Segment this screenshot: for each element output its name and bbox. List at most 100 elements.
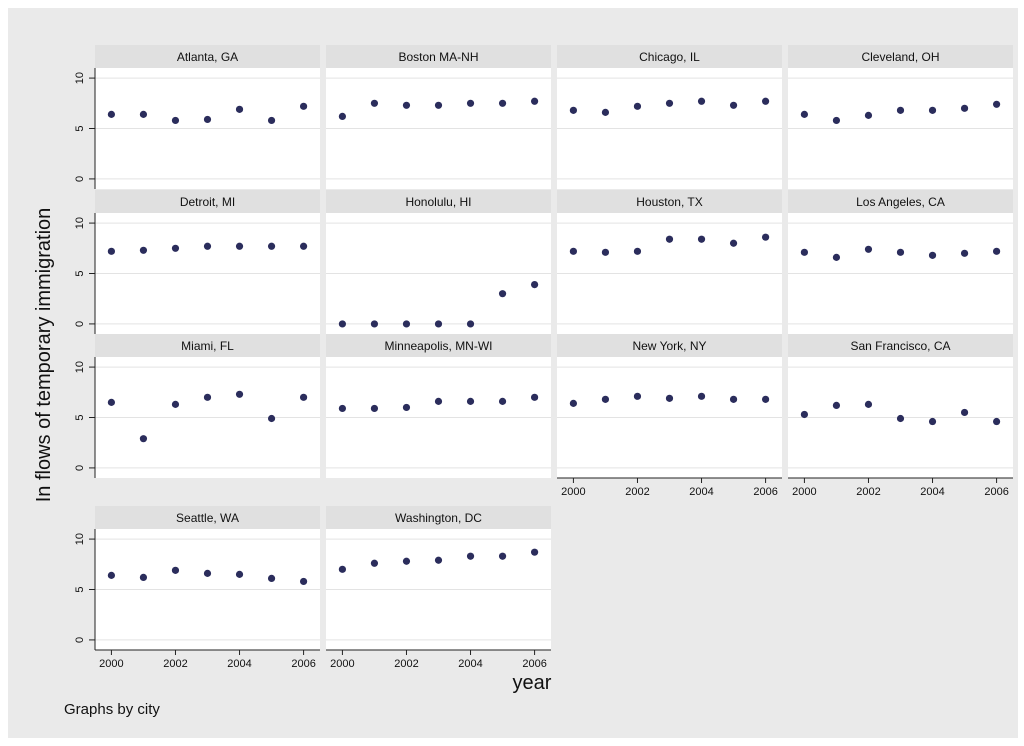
data-point <box>107 398 116 406</box>
data-point <box>832 116 841 125</box>
data-point <box>299 393 308 401</box>
panel-strip <box>788 190 1013 213</box>
panel-title: Seattle, WA <box>176 511 239 525</box>
data-point <box>832 401 841 409</box>
data-point <box>761 97 770 105</box>
x-tick-label: 2006 <box>291 658 315 670</box>
data-point <box>896 414 905 423</box>
panel: New York, NY 2000 2002 2004 2006 <box>557 334 782 498</box>
data-point <box>960 408 969 417</box>
data-point <box>601 248 610 256</box>
data-point <box>800 248 809 256</box>
x-tick-label: 2006 <box>753 486 777 498</box>
data-point <box>928 417 937 426</box>
y-axis-title: In flows of temporary immigration <box>33 208 55 503</box>
panel-strip <box>557 190 782 213</box>
data-point <box>530 280 539 289</box>
data-point <box>267 414 276 423</box>
data-point <box>498 552 507 560</box>
panel-strip <box>326 45 551 68</box>
panel-strip <box>788 45 1013 68</box>
data-point <box>960 104 969 112</box>
data-point <box>107 571 116 579</box>
data-point <box>992 417 1001 426</box>
data-point <box>992 100 1001 108</box>
panel: Atlanta, GA 0 5 10 <box>74 45 320 189</box>
panel-strip <box>95 190 320 213</box>
data-point <box>992 247 1001 255</box>
data-point <box>370 404 379 413</box>
data-point <box>370 559 379 567</box>
panel: Seattle, WA 0 5 10 2000 2002 2004 2006 <box>74 506 320 670</box>
x-tick-label: 2004 <box>458 658 482 670</box>
data-point <box>729 395 738 403</box>
data-point <box>402 101 411 109</box>
data-point <box>434 101 443 109</box>
data-point <box>203 569 212 577</box>
data-point <box>864 400 873 408</box>
x-tick-label: 2006 <box>522 658 546 670</box>
data-point <box>139 110 148 118</box>
y-tick-label: 10 <box>74 533 86 545</box>
data-point <box>697 97 706 105</box>
data-point <box>633 102 642 110</box>
data-point <box>267 242 276 250</box>
data-point <box>466 99 475 107</box>
y-tick-label: 5 <box>74 125 86 131</box>
x-tick-label: 2000 <box>330 658 354 670</box>
data-point <box>498 397 507 405</box>
panel-strip <box>95 334 320 357</box>
data-point <box>729 239 738 247</box>
data-point <box>697 235 706 243</box>
data-point <box>601 395 610 403</box>
panel-title: Washington, DC <box>395 511 482 525</box>
panel-strip <box>557 45 782 68</box>
data-point <box>832 253 841 261</box>
data-point <box>338 320 347 328</box>
panel: Detroit, MI 0 5 10 <box>74 190 320 334</box>
data-point <box>370 99 379 107</box>
panel-title: Honolulu, HI <box>405 195 471 209</box>
panel-title: New York, NY <box>632 339 706 353</box>
panel-strip <box>326 334 551 357</box>
data-point <box>434 320 443 328</box>
x-tick-label: 2000 <box>792 486 816 498</box>
data-point <box>107 110 116 118</box>
data-point <box>697 392 706 400</box>
x-tick-label: 2004 <box>227 658 251 670</box>
x-tick-label: 2000 <box>99 658 123 670</box>
data-point <box>633 392 642 400</box>
data-point <box>299 577 308 586</box>
data-point <box>203 242 212 250</box>
data-point <box>370 320 379 328</box>
y-tick-label: 10 <box>74 72 86 84</box>
data-point <box>665 99 674 107</box>
panel: Minneapolis, MN-WI <box>326 334 551 478</box>
data-point <box>235 570 244 578</box>
panel-strip <box>788 334 1013 357</box>
data-point <box>299 102 308 110</box>
data-point <box>466 320 475 328</box>
panel-title: Boston MA-NH <box>398 50 478 64</box>
x-tick-label: 2002 <box>856 486 880 498</box>
y-tick-label: 10 <box>74 361 86 373</box>
data-point <box>498 99 507 107</box>
data-point <box>896 248 905 256</box>
data-point <box>633 247 642 255</box>
panel: Los Angeles, CA <box>788 190 1013 334</box>
data-point <box>960 249 969 257</box>
data-point <box>139 573 148 582</box>
data-point <box>665 394 674 402</box>
y-tick-label: 5 <box>74 414 86 420</box>
data-point <box>665 235 674 243</box>
panel-title: Minneapolis, MN-WI <box>384 339 492 353</box>
data-point <box>729 101 738 109</box>
data-point <box>761 395 770 403</box>
graphs-note: Graphs by city <box>64 701 160 718</box>
data-point <box>235 242 244 250</box>
data-point <box>800 410 809 419</box>
data-point <box>299 242 308 250</box>
data-point <box>800 110 809 118</box>
data-point <box>498 290 507 298</box>
y-tick-label: 0 <box>74 176 86 182</box>
